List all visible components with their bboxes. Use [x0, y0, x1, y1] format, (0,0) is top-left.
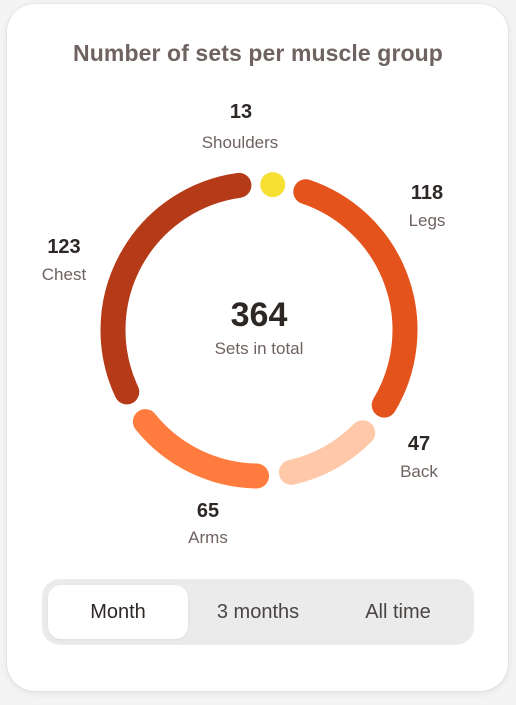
- segment-value-arms: 65: [197, 500, 219, 522]
- segment-label-legs: Legs: [409, 211, 446, 230]
- time-range-selector: Month 3 months All time: [42, 579, 474, 645]
- donut-labels: 13 Shoulders 118 Legs 47 Back 65 Arms 123 Chest: [42, 101, 446, 547]
- range-option-all-time[interactable]: All time: [365, 600, 431, 623]
- chart-card: [7, 4, 508, 691]
- donut-segment-shoulders[interactable]: [260, 172, 286, 198]
- donut-segment-legs[interactable]: [293, 179, 418, 418]
- donut-segment-arms[interactable]: [132, 409, 269, 489]
- segment-value-chest: 123: [47, 236, 80, 258]
- donut-segments: [100, 172, 418, 489]
- range-option-3-months[interactable]: 3 months: [216, 600, 300, 623]
- segment-value-legs: 118: [411, 182, 443, 204]
- range-option-month[interactable]: Month: [48, 585, 188, 639]
- donut-segment-back[interactable]: [278, 420, 376, 485]
- chart-title: Number of sets per muscle group: [73, 40, 443, 66]
- segment-label-shoulders: Shoulders: [202, 133, 279, 152]
- donut-chart: 13 Shoulders 118 Legs 47 Back 65 Arms 123 Chest 3…: [42, 101, 446, 547]
- segment-label-chest: Chest: [42, 265, 87, 284]
- segment-label-back: Back: [400, 462, 438, 481]
- donut-segment-chest[interactable]: [100, 172, 252, 405]
- total-sets-label: Sets in total: [215, 339, 304, 358]
- segment-label-arms: Arms: [188, 528, 228, 547]
- segment-value-back: 47: [408, 433, 430, 455]
- segment-value-shoulders: 13: [230, 101, 252, 123]
- total-sets-value: 364: [231, 296, 288, 334]
